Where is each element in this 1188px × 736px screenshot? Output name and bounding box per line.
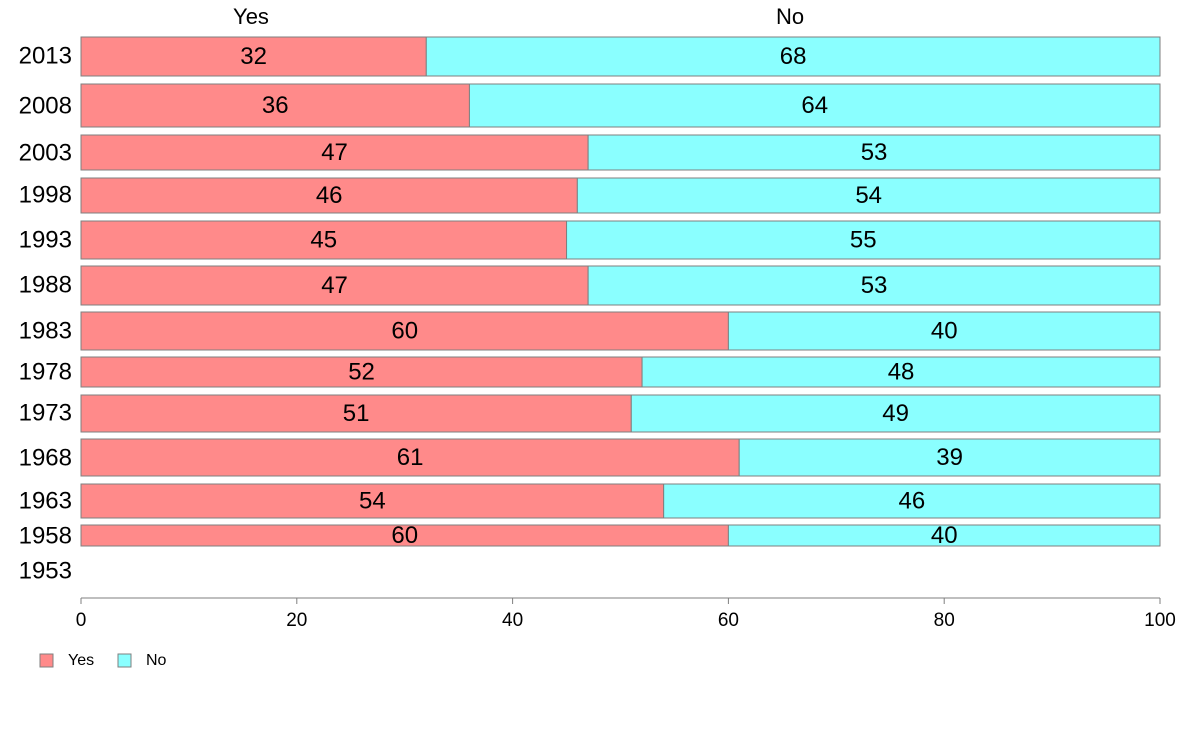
bar-yes-1968: [80, 438, 740, 477]
bar-no-1998: [576, 177, 1161, 214]
data-label-yes-1963: 54: [359, 487, 386, 514]
bar-no-1988: [587, 265, 1161, 306]
data-label-no-1993: 55: [850, 226, 877, 253]
bar-no-1983: [727, 311, 1161, 351]
year-label-1958: 1958: [19, 522, 72, 549]
legend-swatch-yes: [39, 653, 54, 668]
year-label-2008: 2008: [19, 92, 72, 119]
legend-swatch-no: [117, 653, 132, 668]
year-label-1988: 1988: [19, 271, 72, 298]
bar-no-2013: [425, 36, 1161, 77]
year-label-1998: 1998: [19, 181, 72, 208]
bar-yes-1998: [80, 177, 578, 214]
year-label-1968: 1968: [19, 444, 72, 471]
x-tick-label-20: 20: [286, 610, 307, 631]
legend-label-yes: Yes: [68, 652, 94, 669]
legend-label-no: No: [146, 652, 167, 669]
data-label-yes-2008: 36: [262, 92, 289, 119]
bar-yes-1973: [80, 394, 632, 433]
data-label-yes-2003: 47: [321, 139, 348, 166]
year-label-1978: 1978: [19, 358, 72, 385]
x-tick-label-0: 0: [76, 610, 87, 631]
data-label-yes-1958: 60: [391, 522, 418, 549]
data-label-yes-1988: 47: [321, 272, 348, 299]
bar-yes-2008: [80, 83, 470, 128]
column-header-yes: Yes: [233, 4, 269, 29]
year-label-1963: 1963: [19, 487, 72, 514]
bar-no-2003: [587, 134, 1161, 171]
year-label-2013: 2013: [19, 42, 72, 69]
bar-yes-1983: [80, 311, 729, 351]
bar-no-2008: [468, 83, 1161, 128]
column-header-no: No: [776, 4, 804, 29]
year-label-1973: 1973: [19, 399, 72, 426]
data-label-no-1963: 46: [898, 487, 925, 514]
data-label-yes-1998: 46: [316, 182, 343, 209]
bar-yes-1993: [80, 220, 568, 260]
data-label-no-2003: 53: [861, 139, 888, 166]
data-label-yes-1993: 45: [310, 226, 337, 253]
bar-yes-1963: [80, 483, 665, 519]
data-label-no-1968: 39: [936, 444, 963, 471]
data-label-no-2013: 68: [780, 43, 807, 70]
year-label-1993: 1993: [19, 226, 72, 253]
data-label-no-1973: 49: [882, 400, 909, 427]
year-label-1983: 1983: [19, 317, 72, 344]
data-label-yes-1978: 52: [348, 358, 375, 385]
year-label-2003: 2003: [19, 139, 72, 166]
bar-no-1978: [641, 356, 1161, 388]
data-label-no-1958: 40: [931, 522, 958, 549]
year-label-1953: 1953: [19, 557, 72, 584]
bar-no-1973: [630, 394, 1161, 433]
x-tick-label-60: 60: [718, 610, 739, 631]
bar-no-1968: [738, 438, 1161, 477]
data-label-no-2008: 64: [801, 92, 828, 119]
data-label-yes-1968: 61: [397, 444, 424, 471]
bar-yes-2013: [80, 36, 427, 77]
x-tick-label-40: 40: [502, 610, 523, 631]
data-label-yes-1983: 60: [391, 317, 418, 344]
data-label-no-1988: 53: [861, 272, 888, 299]
x-tick-label-100: 100: [1144, 610, 1176, 631]
x-tick-label-80: 80: [934, 610, 955, 631]
bar-no-1958: [727, 524, 1161, 547]
data-label-no-1983: 40: [931, 317, 958, 344]
bar-no-1963: [663, 483, 1161, 519]
bar-yes-2003: [80, 134, 589, 171]
data-label-no-1998: 54: [855, 182, 882, 209]
data-label-yes-2013: 32: [240, 43, 267, 70]
data-label-no-1978: 48: [888, 358, 915, 385]
data-label-yes-1973: 51: [343, 400, 370, 427]
bar-no-1993: [566, 220, 1161, 260]
